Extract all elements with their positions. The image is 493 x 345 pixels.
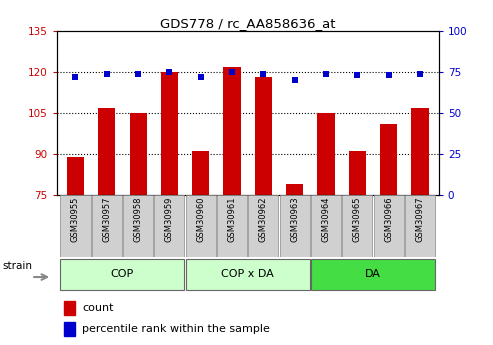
Point [228, 69, 236, 75]
Bar [349, 151, 366, 195]
Bar [98, 108, 115, 195]
Text: GSM30961: GSM30961 [228, 197, 237, 242]
Bar [286, 184, 303, 195]
Bar [161, 72, 178, 195]
Text: count: count [82, 303, 114, 313]
Bar [248, 195, 279, 257]
Bar [186, 259, 310, 290]
Bar [311, 259, 435, 290]
Bar [342, 195, 372, 257]
Bar [61, 195, 91, 257]
Bar [255, 78, 272, 195]
Bar [217, 195, 247, 257]
Text: GSM30962: GSM30962 [259, 197, 268, 242]
Bar [223, 67, 241, 195]
Text: strain: strain [3, 261, 33, 270]
Point [197, 74, 205, 80]
Text: GSM30957: GSM30957 [103, 197, 111, 242]
Text: COP: COP [111, 269, 134, 278]
Bar [67, 157, 84, 195]
Bar [130, 113, 147, 195]
Point [416, 71, 424, 76]
Bar [61, 259, 184, 290]
Bar [192, 151, 210, 195]
Bar [280, 195, 310, 257]
Point [259, 71, 267, 76]
Point [291, 77, 299, 83]
Point [385, 72, 392, 78]
Text: GSM30965: GSM30965 [353, 197, 362, 242]
Bar [411, 108, 428, 195]
Bar [374, 195, 404, 257]
Bar [311, 195, 341, 257]
Bar [64, 322, 74, 336]
Bar [405, 195, 435, 257]
Bar [317, 113, 335, 195]
Text: GSM30964: GSM30964 [321, 197, 330, 242]
Text: GSM30959: GSM30959 [165, 197, 174, 242]
Point [103, 71, 111, 76]
Point [353, 72, 361, 78]
Text: GSM30966: GSM30966 [384, 197, 393, 243]
Bar [154, 195, 184, 257]
Bar [92, 195, 122, 257]
Point [71, 74, 79, 80]
Bar [380, 124, 397, 195]
Title: GDS778 / rc_AA858636_at: GDS778 / rc_AA858636_at [160, 17, 335, 30]
Text: GSM30955: GSM30955 [71, 197, 80, 242]
Text: DA: DA [365, 269, 381, 278]
Text: percentile rank within the sample: percentile rank within the sample [82, 324, 270, 334]
Text: GSM30960: GSM30960 [196, 197, 205, 242]
Point [322, 71, 330, 76]
Bar [64, 301, 74, 315]
Text: GSM30958: GSM30958 [134, 197, 142, 242]
Point [134, 71, 142, 76]
Text: COP x DA: COP x DA [221, 269, 274, 278]
Point [166, 69, 174, 75]
Bar [123, 195, 153, 257]
Text: GSM30967: GSM30967 [416, 197, 424, 243]
Bar [186, 195, 216, 257]
Text: GSM30963: GSM30963 [290, 197, 299, 243]
